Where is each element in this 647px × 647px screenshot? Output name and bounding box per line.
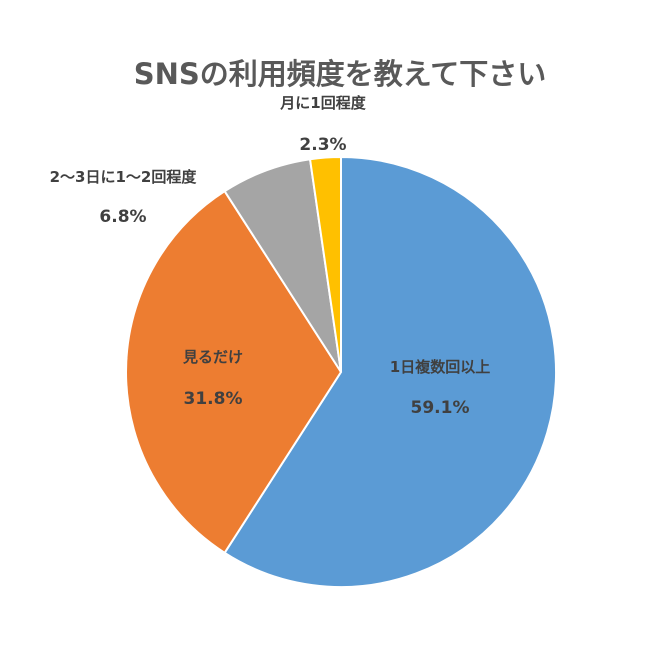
- slice-label-value-2: 6.8%: [99, 207, 146, 227]
- pie-slice-0: [223, 155, 558, 588]
- chart-title: SNSの利用頻度を教えて下さい: [134, 57, 547, 91]
- slice-label-value-0: 59.1%: [411, 398, 470, 418]
- slice-label-value-3: 2.3%: [299, 135, 346, 155]
- slice-label-category-1: 見るだけ: [182, 348, 243, 366]
- pie-slice-3: [308, 155, 342, 373]
- slice-label-category-0: 1日複数回以上: [390, 358, 490, 376]
- pie-slice-1: [125, 189, 343, 555]
- slice-label-value-1: 31.8%: [184, 389, 243, 409]
- slice-label-category-2: 2～3日に1～2回程度: [50, 168, 198, 186]
- slice-label-category-3: 月に1回程度: [279, 94, 366, 112]
- pie-slices: [125, 155, 558, 588]
- pie-labels: 1日複数回以上 59.1% 見るだけ 31.8% 2～3日に1～2回程度 6.8…: [50, 94, 491, 418]
